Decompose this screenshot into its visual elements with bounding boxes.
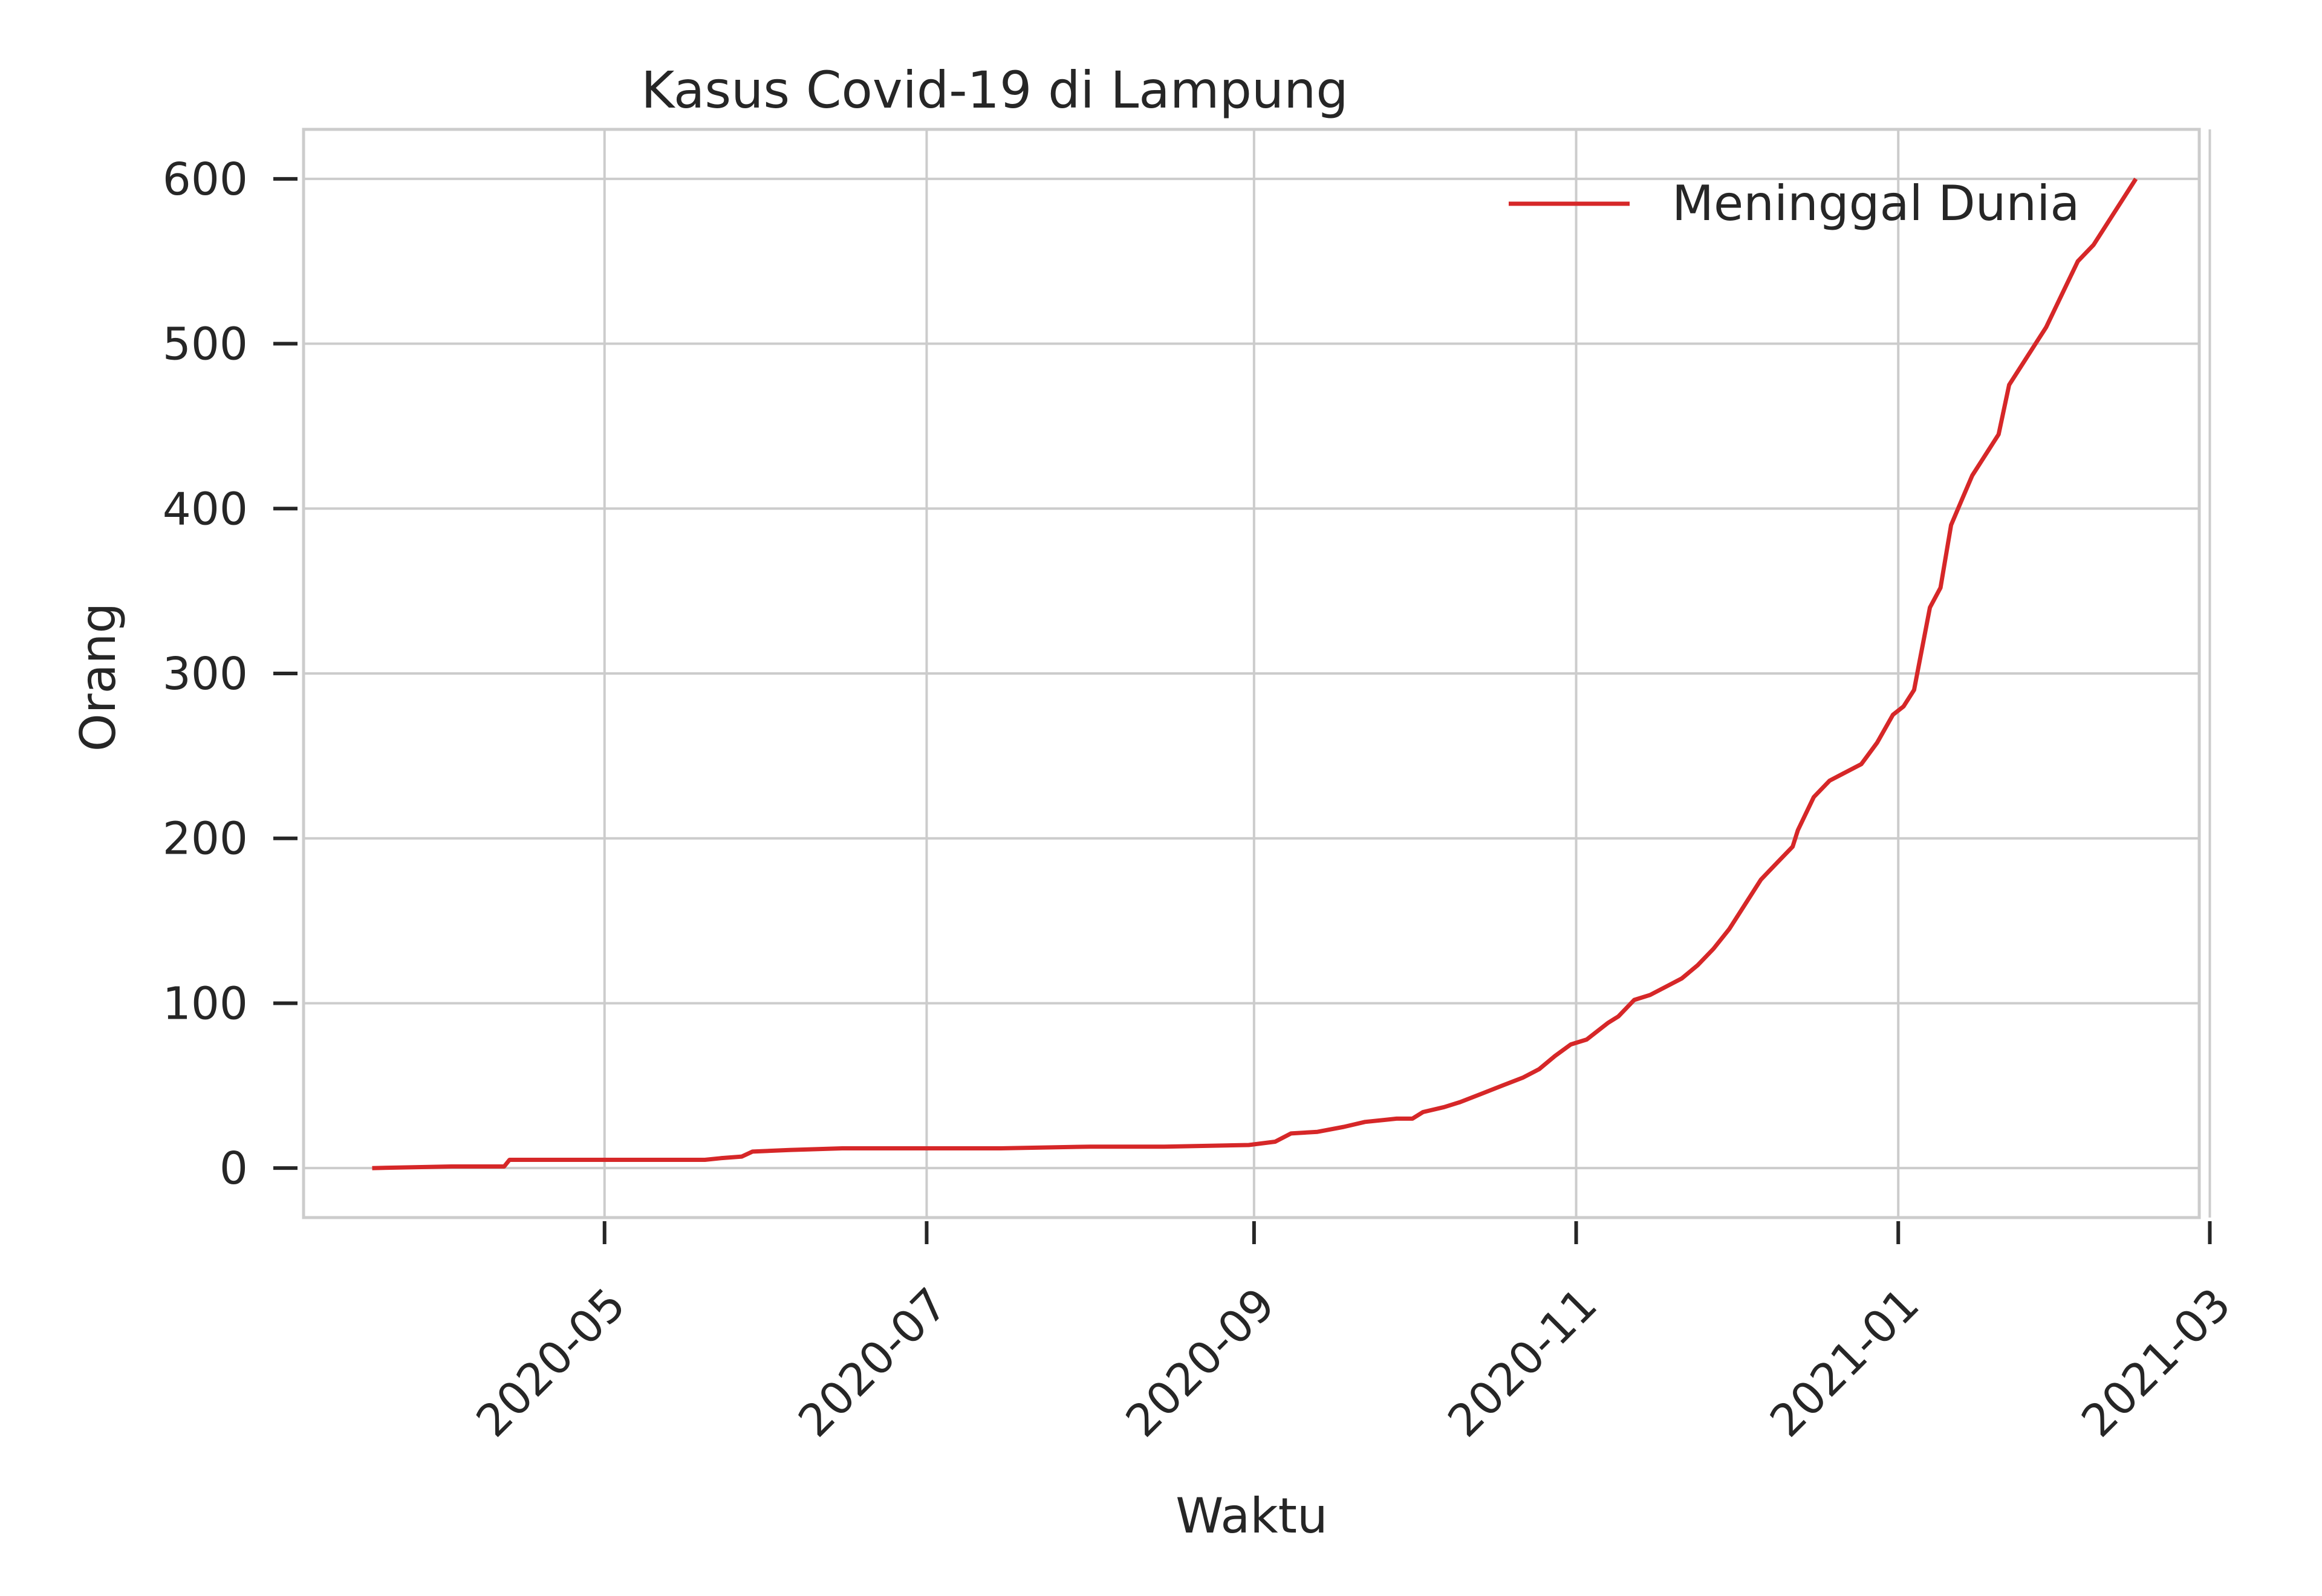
series-line-meninggal-dunia	[372, 177, 2138, 1170]
y-axis: 0 100 200 300 400 500 600	[163, 154, 298, 1195]
y-tick-label: 500	[163, 319, 248, 371]
plot-area	[302, 128, 2211, 1219]
y-tick-label: 400	[163, 483, 248, 535]
grid-y	[304, 177, 2199, 1170]
y-tick-label: 100	[163, 978, 248, 1030]
y-tick-label: 600	[163, 154, 248, 206]
legend: Meninggal Dunia	[1509, 175, 2080, 232]
y-tick-label: 200	[163, 813, 248, 865]
y-tick-label: 300	[163, 648, 248, 700]
y-axis-title: Orang	[70, 603, 126, 751]
y-tick-label: 0	[220, 1143, 248, 1195]
legend-label-meninggal-dunia: Meninggal Dunia	[1672, 175, 2080, 232]
chart-title: Kasus Covid-19 di Lampung	[641, 60, 1348, 120]
x-axis-title: Waktu	[1176, 1488, 1327, 1544]
plot-frame	[302, 128, 2201, 1219]
